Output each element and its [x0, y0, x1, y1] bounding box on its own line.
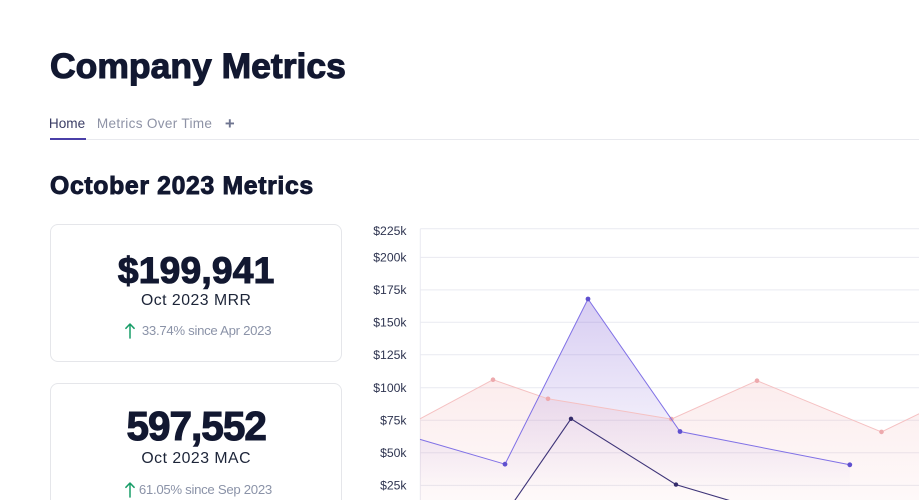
svg-text:$125k: $125k: [373, 348, 407, 362]
svg-text:$50k: $50k: [380, 446, 407, 460]
svg-text:$175k: $175k: [373, 283, 407, 297]
svg-text:$100k: $100k: [373, 381, 407, 395]
svg-text:$150k: $150k: [373, 316, 407, 330]
svg-text:$75k: $75k: [380, 413, 407, 427]
svg-text:$200k: $200k: [373, 251, 407, 265]
svg-text:$25k: $25k: [380, 479, 407, 493]
svg-text:$225k: $225k: [373, 224, 407, 238]
